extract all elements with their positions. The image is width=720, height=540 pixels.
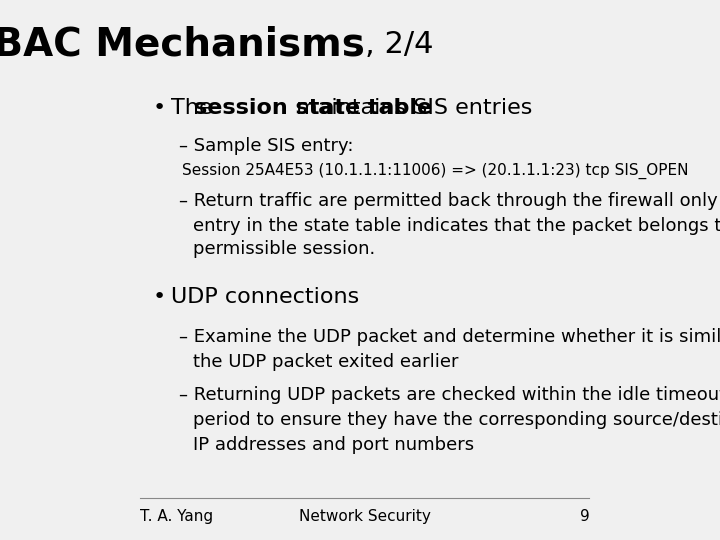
Text: Session 25A4E53 (10.1.1.1:11006) => (20.1.1.1:23) tcp SIS_OPEN: Session 25A4E53 (10.1.1.1:11006) => (20.… — [182, 163, 688, 179]
Text: – Sample SIS entry:: – Sample SIS entry: — [179, 137, 354, 155]
Text: session state table: session state table — [194, 98, 432, 118]
Text: the UDP packet exited earlier: the UDP packet exited earlier — [193, 353, 458, 372]
Text: The: The — [171, 98, 220, 118]
Text: 9: 9 — [580, 509, 590, 524]
Text: – Returning UDP packets are checked within the idle timeout: – Returning UDP packets are checked with… — [179, 386, 720, 404]
Text: – Examine the UDP packet and determine whether it is similar to: – Examine the UDP packet and determine w… — [179, 328, 720, 347]
Text: UDP connections: UDP connections — [171, 287, 359, 307]
Text: •: • — [153, 98, 166, 118]
Text: Network Security: Network Security — [299, 509, 431, 524]
Text: – Return traffic are permitted back through the firewall only if an: – Return traffic are permitted back thro… — [179, 192, 720, 210]
Text: period to ensure they have the corresponding source/destination: period to ensure they have the correspon… — [193, 411, 720, 429]
Text: maintains SIS entries: maintains SIS entries — [289, 98, 533, 118]
Text: •: • — [153, 287, 166, 307]
Text: entry in the state table indicates that the packet belongs to a: entry in the state table indicates that … — [193, 217, 720, 235]
Text: CBAC Mechanisms: CBAC Mechanisms — [0, 25, 365, 63]
Text: permissible session.: permissible session. — [193, 240, 375, 259]
Text: , 2/4: , 2/4 — [365, 30, 433, 59]
Text: T. A. Yang: T. A. Yang — [140, 509, 214, 524]
Text: IP addresses and port numbers: IP addresses and port numbers — [193, 436, 474, 454]
